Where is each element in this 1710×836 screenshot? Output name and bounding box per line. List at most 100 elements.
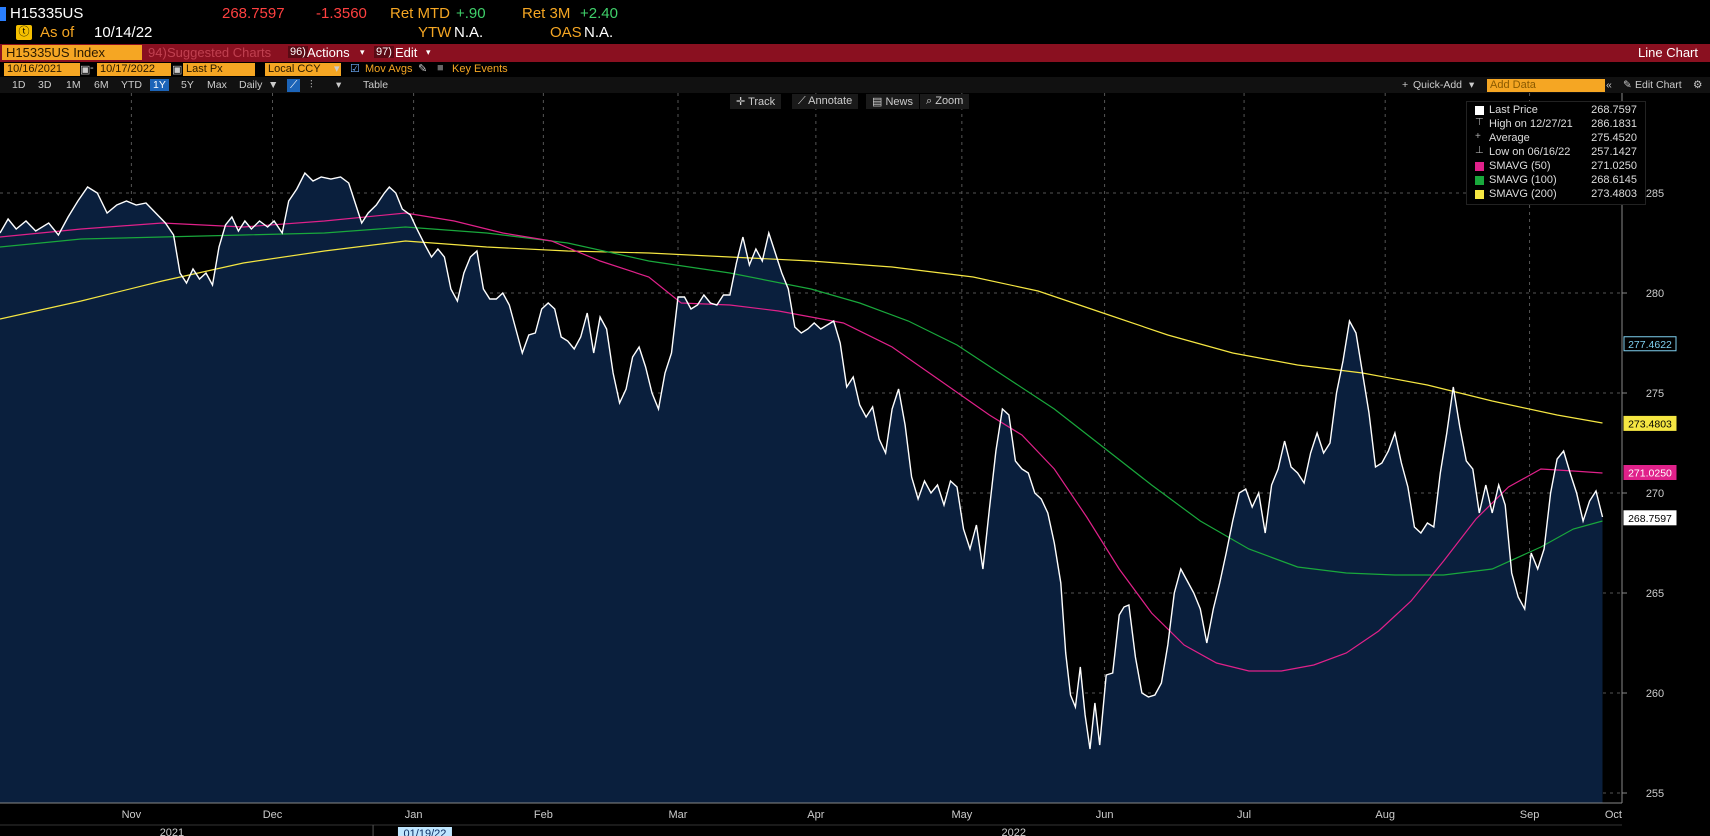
track-button[interactable]: ✛ Track [730, 94, 782, 109]
legend-swatch [1475, 106, 1484, 115]
actions-menu[interactable]: Actions [307, 45, 350, 60]
menu-bar: H15335US Index 94) Suggested Charts 96) … [0, 44, 1710, 62]
year-label: 2021 [160, 827, 184, 836]
edit-chart-button[interactable]: Edit Chart [1635, 79, 1682, 91]
index-label[interactable]: H15335US Index [2, 45, 142, 60]
collapse-icon[interactable]: « [1606, 79, 1612, 91]
track-icon: ✛ [736, 96, 749, 108]
y-tick-label: 255 [1646, 788, 1664, 800]
quick-add-chevron-icon[interactable]: ▾ [1469, 79, 1475, 91]
ret-3m-label: Ret 3M [522, 5, 571, 22]
legend-smavg-200[interactable]: SMAVG (200) 273.4803 [1471, 188, 1641, 202]
smavg-200-line [0, 240, 1603, 424]
ytw-value: N.A. [454, 24, 484, 41]
smavg-100-line [0, 226, 1603, 576]
price-chart[interactable]: 255 260 265 270 275 280 285 Nov Dec Jan Feb Mar Apr… [0, 93, 1710, 836]
gear-icon[interactable]: ⚙ [1693, 79, 1703, 91]
x-tick-label: Sep [1520, 809, 1540, 821]
annotate-icon: ⟋ [798, 95, 809, 107]
x-tick-label: Feb [534, 809, 553, 821]
as-of-label: As of [40, 24, 75, 41]
axis-tag-label: 268.7597 [1628, 513, 1672, 525]
timeframe-row: 1D 3D 1M 6M YTD 1Y 5Y Max Daily ▼ ⟋ ⫶ ▾ … [0, 77, 1710, 93]
y-axis-panel [1622, 93, 1710, 836]
quick-add-button[interactable]: Quick-Add [1413, 79, 1463, 91]
legend-smavg-100[interactable]: SMAVG (100) 268.6145 [1471, 174, 1641, 188]
series-lines [0, 171, 1604, 750]
y-tick-label: 285 [1646, 188, 1664, 200]
style-chevron-icon[interactable]: ▾ [336, 79, 342, 91]
tf-1y[interactable]: 1Y [150, 79, 169, 91]
tf-max[interactable]: Max [207, 79, 227, 91]
last-price-line [0, 171, 1604, 750]
table-button[interactable]: Table [363, 79, 389, 91]
y-axis: 255 260 265 270 275 280 285 [1621, 93, 1710, 836]
line-style-icon[interactable]: ⟋ [287, 79, 301, 92]
x-axis-panel [0, 803, 1710, 836]
suggested-charts-button[interactable]: Suggested Charts [167, 45, 272, 60]
legend-average: + Average 275.4520 [1475, 131, 1637, 144]
cursor-date-box [397, 827, 452, 836]
tf-1d[interactable]: 1D [12, 79, 26, 91]
tf-3d[interactable]: 3D [38, 79, 52, 91]
quick-add-plus-icon[interactable]: + [1402, 79, 1409, 91]
zoom-icon: ⌕ [926, 95, 936, 107]
high-marker-icon: ⊤ [1475, 117, 1484, 128]
legend-swatch [1475, 190, 1484, 199]
bar-style-icon[interactable]: ⫶ [310, 79, 313, 91]
start-date-field[interactable]: 10/16/2021 [4, 63, 80, 76]
news-button[interactable]: ▤ News [866, 94, 919, 109]
mov-avgs-label[interactable]: Mov Avgs [365, 63, 413, 75]
currency-select[interactable]: Local CCY [265, 63, 341, 76]
field-select[interactable]: Last Px [183, 63, 255, 76]
zoom-button[interactable]: ⌕ Zoom [920, 94, 970, 109]
pencil-icon[interactable]: ✎ [418, 63, 428, 75]
low-marker-icon: ⊥ [1475, 145, 1484, 156]
mov-avgs-checkbox[interactable]: ☑ [350, 63, 360, 75]
legend-last-price[interactable]: Last Price 268.7597 [1471, 104, 1641, 118]
edit-menu[interactable]: Edit [395, 45, 418, 60]
axis-tag-box [1623, 415, 1677, 431]
tf-5y[interactable]: 5Y [181, 79, 194, 91]
frequency-chevron-icon[interactable]: ▼ [268, 79, 279, 91]
ticker-symbol: H15335US [10, 5, 84, 22]
legend-low: ⊥ Low on 06/16/22 257.1427 [1475, 145, 1637, 158]
x-axis: Nov Dec Jan Feb Mar Apr May Jun Jul Aug Sep Oct 2021… [0, 802, 1710, 836]
smavg-50-line [0, 212, 1603, 672]
legend-swatch [1475, 176, 1484, 185]
axis-value-tags: 277.4622 273.4803 271.0250 268.7597 [1623, 336, 1677, 526]
frequency-select[interactable]: Daily [239, 79, 263, 91]
tf-ytd[interactable]: YTD [121, 79, 142, 91]
oas-label: OAS [550, 24, 582, 41]
edit-num: 97) [374, 46, 394, 58]
x-tick-label: Mar [669, 809, 688, 821]
controls-row: 10/16/2021 ▣ - 10/17/2022 ▣ Last Px Loca… [0, 62, 1710, 77]
tf-1m[interactable]: 1M [66, 79, 81, 91]
legend-smavg-50[interactable]: SMAVG (50) 271.0250 [1471, 160, 1641, 174]
tf-6m[interactable]: 6M [94, 79, 109, 91]
add-data-input[interactable]: Add Data [1487, 79, 1605, 92]
axis-tag-box [1623, 510, 1677, 526]
key-events-checkbox[interactable]: ■ [437, 62, 444, 74]
end-date-calendar-icon[interactable]: ▣ [172, 64, 183, 76]
date-separator: - [90, 62, 94, 74]
x-tick-label: Oct [1605, 809, 1622, 821]
actions-chevron-icon: ▾ [360, 47, 365, 57]
x-tick-label: May [951, 809, 972, 821]
ytw-label: YTW [418, 24, 452, 41]
axis-tag-label: 273.4803 [1628, 418, 1672, 430]
edit-chart-pencil-icon[interactable]: ✎ [1623, 79, 1632, 91]
actions-num: 96) [288, 46, 308, 58]
y-tick-label: 280 [1646, 288, 1664, 300]
start-date-calendar-icon[interactable]: ▣ [80, 64, 91, 76]
last-price-area [0, 173, 1603, 803]
currency-chevron-icon[interactable]: ▾ [334, 63, 340, 75]
end-date-field[interactable]: 10/17/2022 [97, 63, 171, 76]
key-events-label[interactable]: Key Events [452, 63, 508, 75]
annotate-button[interactable]: ⟋ Annotate [792, 94, 859, 109]
y-tick-label: 270 [1646, 488, 1664, 500]
as-of-date: 10/14/22 [94, 24, 153, 41]
x-tick-label: Jun [1096, 809, 1114, 821]
y-tick-label: 265 [1646, 588, 1664, 600]
legend-high: ⊤ High on 12/27/21 286.1831 [1475, 117, 1637, 130]
